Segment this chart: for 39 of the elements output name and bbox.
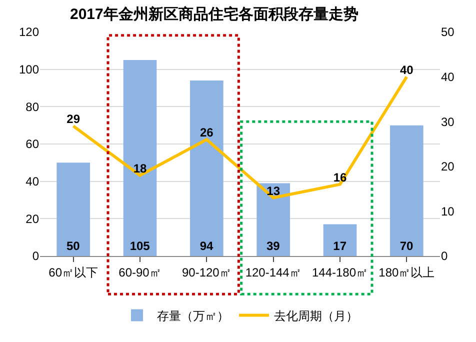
- legend-label: 存量（万㎡）: [157, 308, 229, 323]
- data-label: 17: [333, 239, 347, 253]
- x-tick-label: 60㎡以下: [48, 265, 98, 280]
- y2-tick-label: 30: [441, 114, 455, 129]
- y2-tick-label: 10: [441, 204, 455, 218]
- chart-title: 2017年金州新区商品住宅各面积段存量走势: [70, 5, 358, 24]
- legend-label: 去化周期（月）: [274, 308, 358, 323]
- bar: [323, 224, 357, 256]
- data-label: 39: [266, 239, 280, 253]
- data-label: 50: [66, 239, 80, 253]
- y-tick-label: 0: [32, 249, 40, 264]
- y2-tick-label: 40: [441, 70, 455, 84]
- y2-tick-label: 50: [441, 25, 455, 40]
- y-tick-label: 20: [26, 212, 40, 226]
- data-label: 105: [130, 239, 150, 253]
- data-label: 70: [400, 239, 414, 253]
- y-tick-label: 40: [26, 174, 40, 189]
- bar: [390, 125, 424, 256]
- data-label: 40: [400, 62, 414, 77]
- bar: [256, 183, 290, 256]
- x-tick-label: 120-144㎡: [245, 265, 302, 280]
- bar: [123, 60, 157, 256]
- bar: [56, 162, 90, 256]
- y2-tick-label: 20: [441, 160, 455, 174]
- x-tick-label: 180㎡以上: [378, 265, 435, 280]
- data-label: 26: [200, 126, 214, 140]
- bar: [190, 80, 224, 256]
- x-tick-label: 90-120㎡: [182, 265, 232, 280]
- data-label: 18: [133, 161, 147, 176]
- data-label: 94: [200, 239, 214, 253]
- data-label: 13: [266, 184, 280, 198]
- y2-tick-label: 0: [441, 249, 448, 264]
- x-tick-label: 144-180㎡: [312, 265, 368, 280]
- y-tick-label: 60: [26, 137, 40, 152]
- y-tick-label: 80: [26, 100, 40, 114]
- y-tick-label: 120: [18, 25, 40, 40]
- x-tick-label: 60-90㎡: [118, 265, 162, 280]
- y-tick-label: 100: [18, 62, 40, 77]
- data-label: 29: [66, 112, 80, 126]
